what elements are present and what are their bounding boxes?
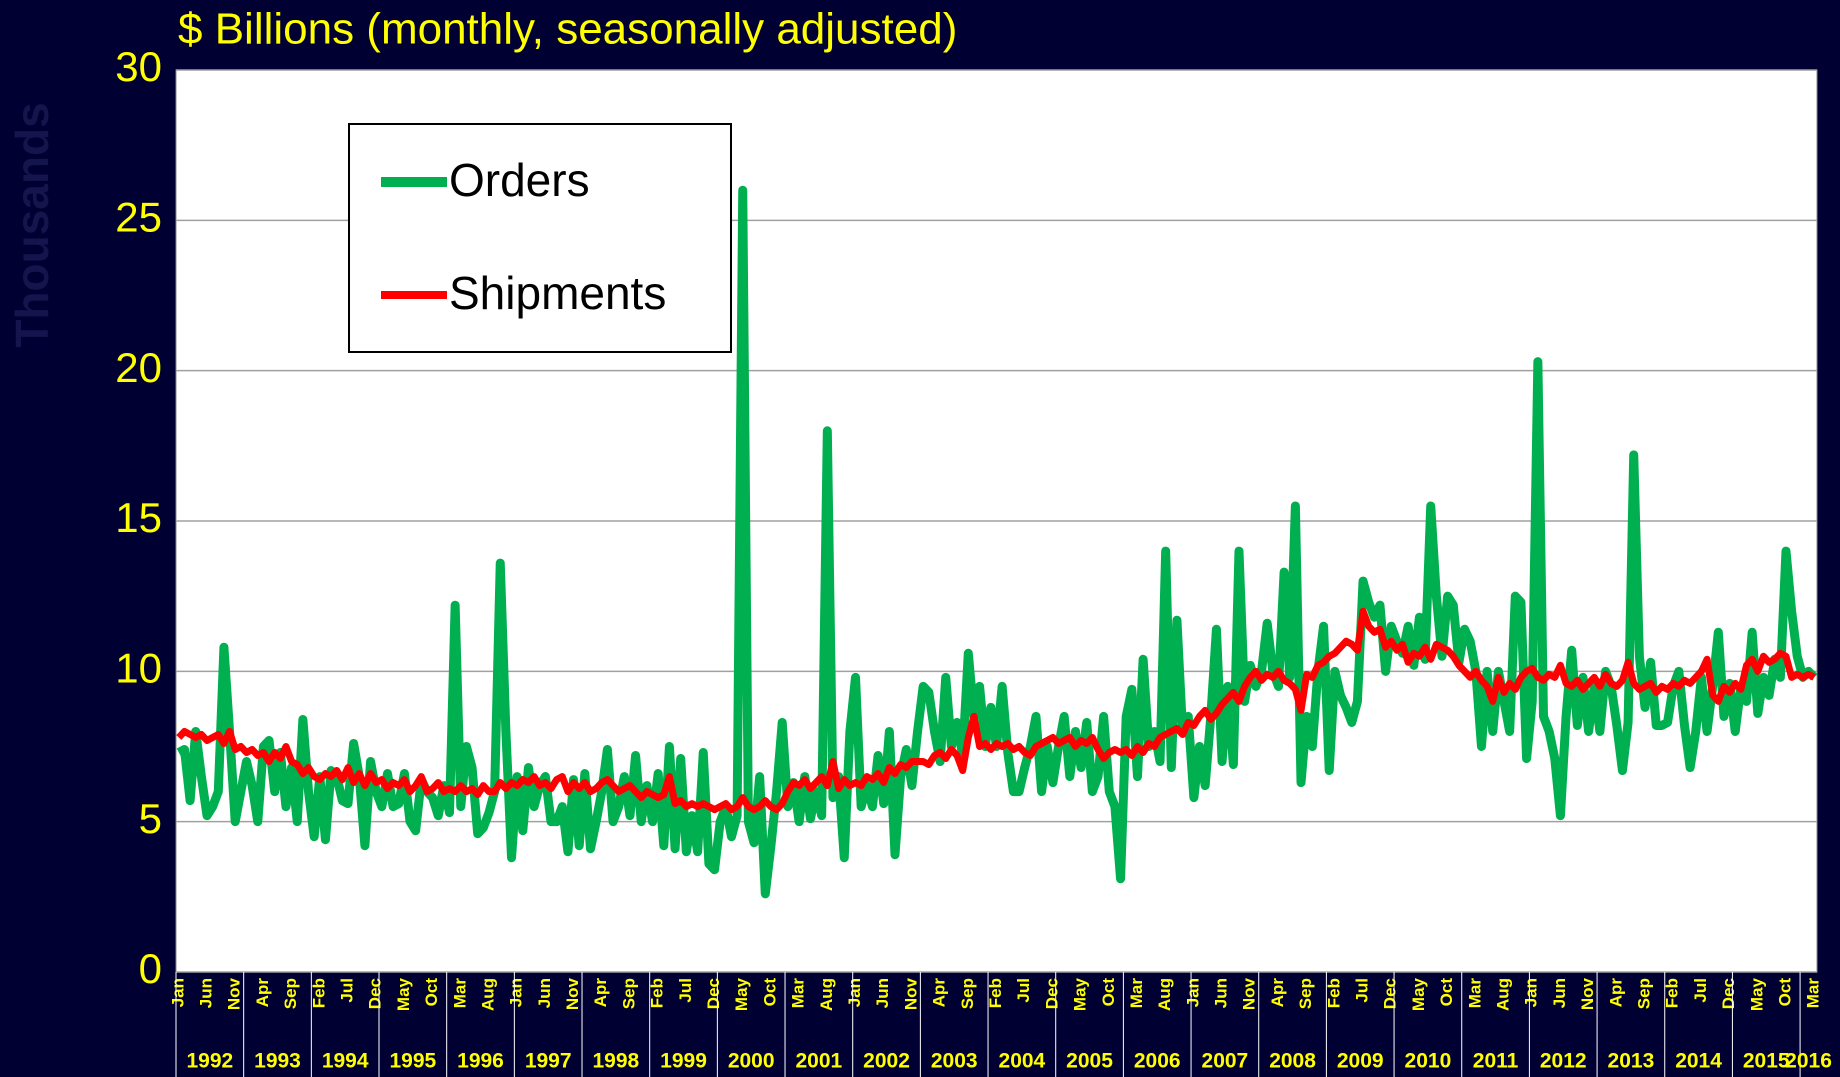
x-tick-label: Sep [1634, 978, 1653, 1009]
y-tick-label: 30 [115, 43, 162, 90]
year-label: 1997 [525, 1050, 572, 1073]
x-tick-label: Nov [563, 977, 582, 1010]
x-tick-label: Jun [1550, 978, 1569, 1008]
year-label: 1995 [389, 1050, 436, 1073]
x-tick-label: Apr [591, 978, 610, 1008]
x-tick-label: Dec [366, 978, 385, 1009]
x-tick-label: Nov [901, 977, 920, 1010]
x-tick-label: Apr [1268, 978, 1287, 1008]
x-tick-label: Dec [1042, 978, 1061, 1009]
y-tick-label: 0 [139, 945, 162, 992]
x-tick-label: Nov [1578, 977, 1597, 1010]
x-tick-label: Apr [1606, 978, 1625, 1008]
x-tick-label: Apr [930, 978, 949, 1008]
x-tick-label: Oct [1099, 978, 1118, 1007]
x-tick-label: May [394, 977, 413, 1011]
year-label: 1994 [322, 1050, 369, 1073]
x-tick-label: Dec [1381, 978, 1400, 1009]
x-tick-label: Nov [225, 977, 244, 1010]
legend-box [348, 123, 732, 353]
x-tick-label: Sep [619, 978, 638, 1009]
year-label: 1998 [592, 1050, 639, 1073]
y-tick-label: 25 [115, 193, 162, 240]
x-tick-label: Jun [873, 978, 892, 1008]
x-tick-label: Jul [1014, 978, 1033, 1003]
x-tick-label: Mar [789, 978, 808, 1009]
x-tick-label: Mar [1465, 978, 1484, 1009]
x-tick-label: Feb [1663, 978, 1682, 1008]
x-tick-label: Nov [1240, 977, 1259, 1010]
x-tick-label: Sep [281, 978, 300, 1009]
year-label: 2003 [931, 1050, 978, 1073]
year-label: 2012 [1540, 1050, 1587, 1073]
year-label: 2015 [1743, 1050, 1790, 1073]
y-tick-label: 15 [115, 494, 162, 541]
y-tick-label: 5 [139, 795, 162, 842]
x-tick-label: Jul [1691, 978, 1710, 1003]
x-tick-label: Mar [450, 978, 469, 1009]
x-tick-label: Jul [676, 978, 695, 1003]
year-label: 2007 [1202, 1050, 1249, 1073]
x-tick-label: Aug [1155, 978, 1174, 1011]
x-tick-label: Jan [1183, 978, 1202, 1007]
x-tick-label: Feb [648, 978, 667, 1008]
year-label: 2006 [1134, 1050, 1181, 1073]
series-line [176, 607, 1816, 814]
year-label: 1992 [186, 1050, 233, 1073]
year-label: 2016 [1785, 1050, 1832, 1073]
x-tick-label: Feb [309, 978, 328, 1008]
year-label: 1993 [254, 1050, 301, 1073]
x-tick-label: Oct [422, 978, 441, 1007]
x-tick-label: Feb [986, 978, 1005, 1008]
x-tick-label: Dec [1719, 978, 1738, 1009]
year-label: 2000 [728, 1050, 775, 1073]
x-tick-label: Feb [1324, 978, 1343, 1008]
x-tick-label: May [1071, 977, 1090, 1011]
x-tick-label: Jan [168, 978, 187, 1007]
legend-label: Orders [449, 154, 590, 206]
year-label: 2005 [1066, 1050, 1113, 1073]
x-tick-label: Jan [845, 978, 864, 1007]
y-tick-label: 20 [115, 344, 162, 391]
x-tick-label: Sep [1296, 978, 1315, 1009]
x-tick-label: Aug [478, 978, 497, 1011]
x-tick-label: Jun [196, 978, 215, 1008]
legend-label: Shipments [449, 267, 666, 319]
year-label: 2009 [1337, 1050, 1384, 1073]
x-tick-label: Jun [1212, 978, 1231, 1008]
x-tick-label: May [1747, 977, 1766, 1011]
y-axis-label: Thousands [6, 102, 58, 347]
x-tick-label: Oct [760, 978, 779, 1007]
x-tick-label: Dec [704, 978, 723, 1009]
x-tick-label: Apr [253, 978, 272, 1008]
x-tick-label: Oct [1437, 978, 1456, 1007]
chart-title: $ Billions (monthly, seasonally adjusted… [178, 5, 957, 54]
year-label: 2004 [999, 1050, 1046, 1073]
y-tick-label: 10 [115, 644, 162, 691]
x-tick-label: Jul [1353, 978, 1372, 1003]
x-tick-label: Jan [1522, 978, 1541, 1007]
year-label: 2013 [1608, 1050, 1655, 1073]
year-label: 2011 [1473, 1050, 1519, 1073]
x-tick-label: Mar [1804, 978, 1823, 1009]
x-tick-label: Jun [535, 978, 554, 1008]
x-tick-label: Sep [958, 978, 977, 1009]
x-tick-label: Jan [507, 978, 526, 1007]
year-label: 2008 [1269, 1050, 1316, 1073]
year-label: 1996 [457, 1050, 504, 1073]
x-tick-label: Jul [337, 978, 356, 1003]
x-tick-label: Oct [1775, 978, 1794, 1007]
year-label: 2010 [1405, 1050, 1452, 1073]
x-tick-label: May [732, 977, 751, 1011]
x-tick-label: Aug [817, 978, 836, 1011]
year-label: 1999 [660, 1050, 707, 1073]
x-tick-label: Mar [1127, 978, 1146, 1009]
x-tick-label: May [1409, 977, 1428, 1011]
x-tick-label: Aug [1494, 978, 1513, 1011]
year-label: 2001 [796, 1050, 843, 1073]
year-label: 2014 [1675, 1050, 1722, 1073]
year-label: 2002 [863, 1050, 910, 1073]
